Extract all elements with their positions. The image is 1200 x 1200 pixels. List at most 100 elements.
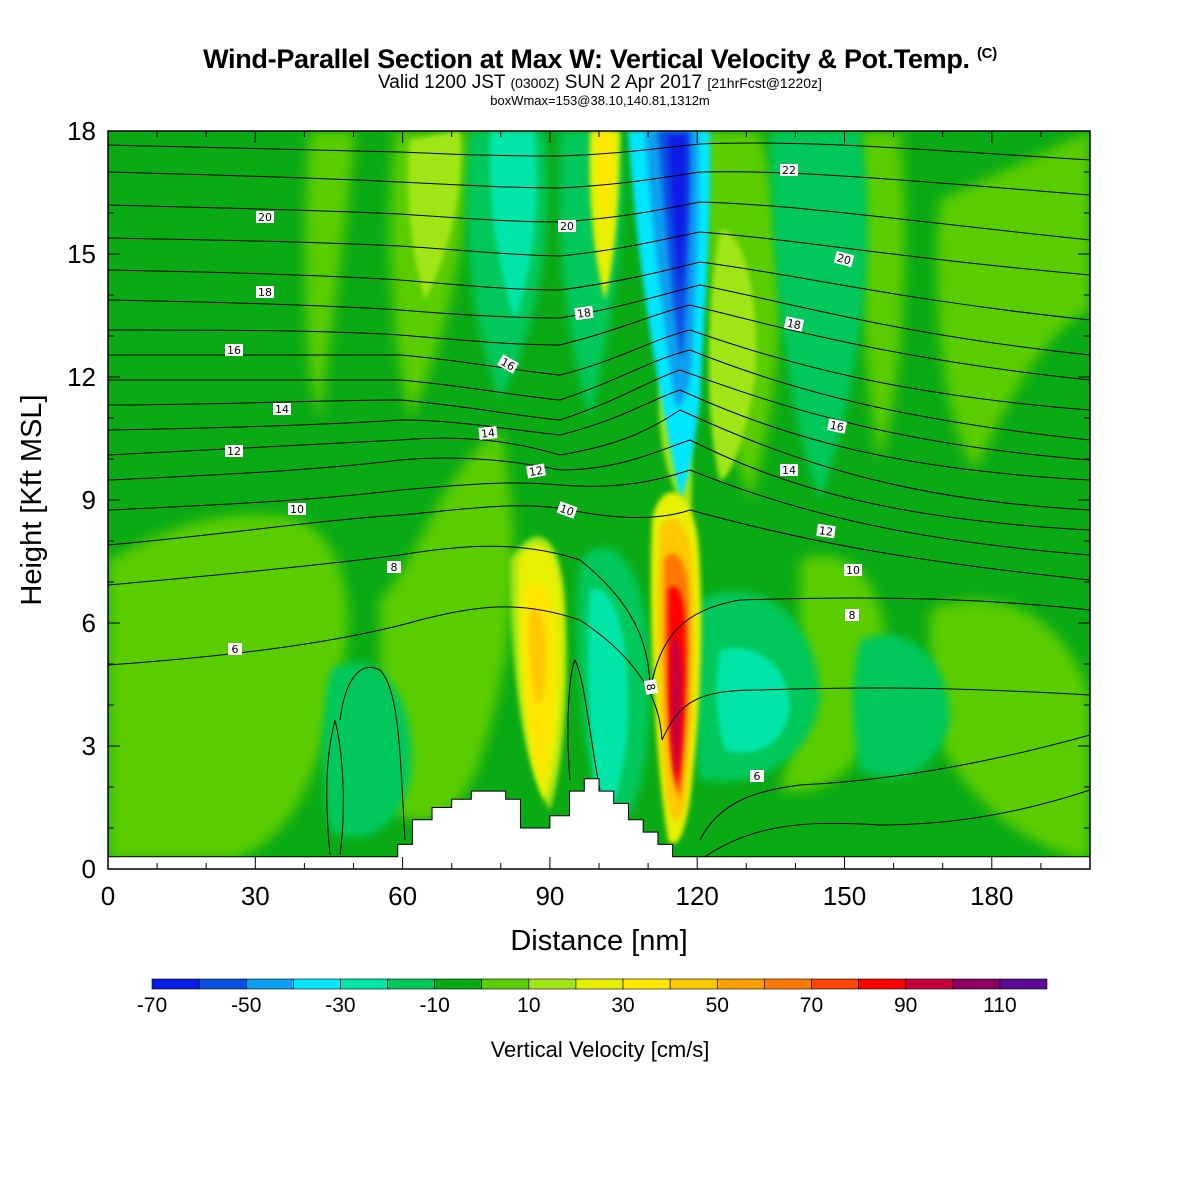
colorbar-swatch — [716, 978, 765, 990]
y-axis-title: Height [Kft MSL] — [16, 394, 48, 605]
x-tick-label: 150 — [823, 881, 866, 911]
contour-label-text: 8 — [849, 609, 856, 622]
colorbar-tick-label: -50 — [231, 994, 261, 1017]
contour-label: 6 — [750, 770, 764, 783]
contour-label-text: 8 — [643, 683, 657, 692]
theta-contour-low-b — [339, 667, 406, 841]
theta-contour-20 — [108, 231, 1090, 276]
contour-label-text: 16 — [829, 419, 845, 435]
colorbar: -70 -50 -30 -10 10 30 50 70 90 110 — [137, 978, 1048, 1017]
contour-label: 12 — [526, 463, 546, 479]
contour-label: 8 — [845, 609, 859, 622]
contour-label: 14 — [273, 403, 291, 416]
downdraft-dark — [668, 135, 687, 290]
contour-label: 16 — [225, 344, 243, 357]
contour-label-text: 22 — [782, 164, 796, 177]
y-tick-label: 6 — [82, 608, 96, 638]
x-tick-label: 60 — [388, 881, 417, 911]
contour-label: 22 — [780, 164, 798, 177]
theta-contour-8a — [108, 545, 1090, 691]
colorbar-tick-label: 110 — [983, 994, 1016, 1017]
colorbar-swatch — [528, 978, 577, 990]
region-cyan-mid — [588, 588, 629, 830]
theta-contour-16 — [108, 329, 1090, 411]
colorbar-tick-label: 90 — [894, 994, 917, 1017]
updraft-right-crimson — [670, 637, 682, 780]
region-downdraft-top-b — [770, 131, 868, 500]
updraft-core-right — [650, 492, 702, 844]
contour-label: 12 — [816, 523, 836, 539]
theta-contour-18 — [108, 284, 1090, 356]
colorbar-tick-label: -10 — [419, 994, 449, 1017]
colorbar-tick-label: 30 — [611, 994, 634, 1017]
x-tick-label: 30 — [241, 881, 270, 911]
contour-label: 20 — [558, 220, 576, 233]
contour-label-text: 6 — [232, 643, 239, 656]
updraft-top-gold — [597, 131, 612, 230]
contour-label-text: 10 — [290, 503, 304, 516]
region-mid-left — [380, 430, 514, 821]
updraft-left-orange — [529, 608, 547, 704]
valid-utc: (0300Z) — [510, 75, 560, 91]
colorbar-tick-label: -70 — [137, 994, 167, 1017]
contour-label: 18 — [574, 305, 594, 321]
contour-label: 8 — [643, 679, 659, 695]
forecast-info: [21hrFcst@1220z] — [707, 75, 822, 91]
x-tick-label: 180 — [970, 881, 1013, 911]
x-axis: 0 30 60 90 120 150 180 — [101, 131, 1091, 911]
chart-title-text: Wind-Parallel Section at Max W: Vertical… — [203, 44, 970, 74]
colorbar-swatch — [245, 978, 294, 990]
y-tick-label: 18 — [67, 116, 96, 146]
contour-label-text: 20 — [835, 251, 852, 267]
colorbar-swatch — [198, 978, 247, 990]
y-tick-label: 9 — [82, 485, 96, 515]
chart-title: Wind-Parallel Section at Max W: Vertical… — [0, 44, 1200, 75]
region-lower-right — [930, 600, 1090, 860]
contour-label-text: 8 — [391, 561, 398, 574]
valid-prefix: Valid 1200 JST — [378, 72, 506, 93]
colorbar-swatch — [999, 978, 1048, 990]
colorbar-tick-label: 70 — [800, 994, 823, 1017]
theta-contour-16a — [108, 349, 1090, 441]
copyright-mark: (C) — [976, 45, 997, 62]
contour-label-text: 20 — [258, 211, 272, 224]
contour-label-text: 10 — [846, 564, 860, 577]
x-tick-label: 0 — [101, 881, 115, 911]
contour-label-text: 16 — [498, 355, 517, 373]
contour-label-text: 12 — [818, 524, 834, 539]
contour-label-text: 14 — [480, 426, 495, 440]
colorbar-swatch — [293, 978, 341, 990]
contour-label: 16 — [826, 418, 848, 435]
contour-label: 20 — [256, 211, 274, 224]
contour-label-text: 20 — [560, 220, 574, 233]
region-downdraft-mid-c — [852, 634, 950, 778]
y-tick-label: 3 — [82, 731, 96, 761]
x-tick-label: 120 — [676, 881, 719, 911]
contour-label-text: 18 — [576, 306, 592, 321]
theta-contour-24 — [108, 142, 1090, 161]
colorbar-swatch — [340, 978, 388, 990]
contour-label: 10 — [844, 564, 862, 577]
contour-label-text: 18 — [258, 286, 272, 299]
theta-contour-14a — [108, 389, 1090, 481]
contour-label-text: 6 — [754, 770, 761, 783]
colorbar-tick-label: 10 — [517, 994, 540, 1017]
contour-label: 14 — [478, 426, 498, 441]
colorbar-swatch — [575, 978, 624, 990]
contour-label-text: 14 — [275, 403, 289, 416]
region-lime-top-b — [708, 230, 756, 480]
region-cyan-right — [716, 648, 790, 753]
box-max-info: boxWmax=153@38.10,140.81,1312m — [490, 93, 710, 108]
region-downdraft-lower-left — [322, 662, 412, 838]
colorbar-swatch — [811, 978, 859, 990]
contour-label-text: 16 — [227, 344, 241, 357]
contour-label: 16 — [497, 354, 519, 374]
y-tick-label: 0 — [82, 854, 96, 884]
colorbar-title: Vertical Velocity [cm/s] — [491, 1037, 710, 1062]
theta-contour-5 — [699, 789, 1090, 861]
colorbar-tick-label: 50 — [706, 994, 729, 1017]
region-top-band-3 — [858, 131, 905, 460]
theta-contour-12a — [108, 439, 1090, 531]
colorbar-swatch — [905, 978, 954, 990]
